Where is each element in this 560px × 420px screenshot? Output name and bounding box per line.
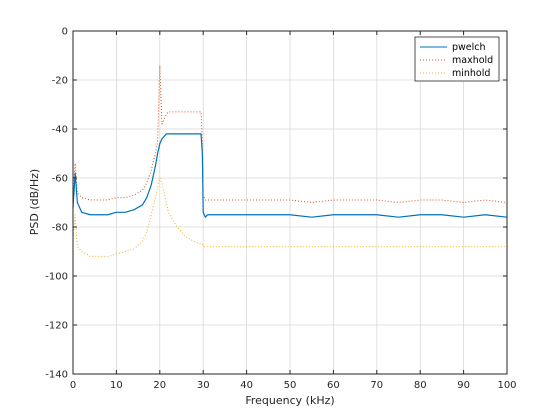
series-line-maxhold xyxy=(72,64,508,203)
legend-box xyxy=(414,36,500,82)
x-tick-label: 50 xyxy=(284,380,297,391)
x-tick-label: 90 xyxy=(457,380,470,391)
grid xyxy=(72,30,508,375)
y-tick-label: -20 xyxy=(52,76,68,87)
plot-area xyxy=(72,64,508,257)
x-tick-label: 80 xyxy=(414,380,427,391)
x-tick-label: 20 xyxy=(153,380,166,391)
ticks: 0 10 20 30 40 50 60 70 80 90 100 -140 -120 -100 -80 -60… xyxy=(45,27,516,392)
y-tick-label: -100 xyxy=(45,272,68,283)
x-tick-label: 60 xyxy=(327,380,340,391)
x-tick-label: 70 xyxy=(370,380,383,391)
x-tick-label: 30 xyxy=(197,380,210,391)
series-line-pwelch xyxy=(72,133,508,218)
x-tick-label: 40 xyxy=(240,380,253,391)
y-tick-label: -120 xyxy=(45,321,68,332)
legend-label-minhold: minhold xyxy=(452,68,490,79)
x-tick-label: 0 xyxy=(70,380,76,391)
y-tick-label: 0 xyxy=(62,27,68,38)
x-tick-label: 100 xyxy=(497,380,516,391)
legend-label-pwelch: pwelch xyxy=(452,42,486,53)
y-tick-label: -40 xyxy=(52,125,68,136)
y-tick-label: -60 xyxy=(52,174,68,185)
legend-label-maxhold: maxhold xyxy=(452,55,493,66)
legend: pwelch maxhold minhold xyxy=(414,36,500,82)
y-tick-label: -80 xyxy=(52,223,68,234)
x-axis-label: Frequency (kHz) xyxy=(245,394,334,407)
y-axis-label: PSD (dB/Hz) xyxy=(28,169,41,235)
x-tick-label: 10 xyxy=(110,380,123,391)
y-tick-label: -140 xyxy=(45,370,68,381)
